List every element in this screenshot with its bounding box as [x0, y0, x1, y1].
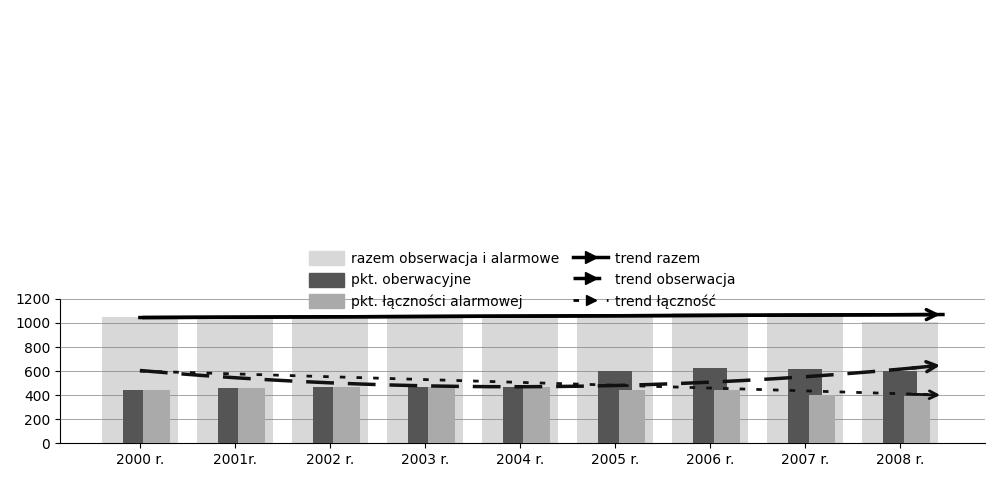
Bar — [598, 371, 632, 443]
Bar — [767, 313, 843, 443]
Bar — [123, 390, 157, 443]
Bar — [788, 369, 822, 443]
Bar — [883, 371, 917, 443]
Bar — [387, 317, 463, 443]
Bar — [714, 390, 740, 443]
Bar — [218, 388, 252, 443]
Bar — [428, 387, 455, 443]
Bar — [672, 313, 748, 443]
Bar — [143, 390, 170, 443]
Legend: razem obserwacja i alarmowe, pkt. oberwacyjne, pkt. łączności alarmowej, trend r: razem obserwacja i alarmowe, pkt. oberwa… — [304, 245, 741, 315]
Bar — [482, 317, 558, 443]
Bar — [693, 368, 727, 443]
Bar — [862, 322, 938, 443]
Bar — [292, 317, 368, 443]
Bar — [577, 316, 653, 443]
Bar — [809, 395, 835, 443]
Bar — [619, 390, 645, 443]
Bar — [333, 387, 360, 443]
Bar — [408, 387, 442, 443]
Bar — [523, 387, 550, 443]
Bar — [904, 396, 930, 443]
Bar — [238, 388, 265, 443]
Bar — [102, 317, 178, 443]
Bar — [503, 387, 537, 443]
Bar — [313, 387, 347, 443]
Bar — [197, 317, 273, 443]
